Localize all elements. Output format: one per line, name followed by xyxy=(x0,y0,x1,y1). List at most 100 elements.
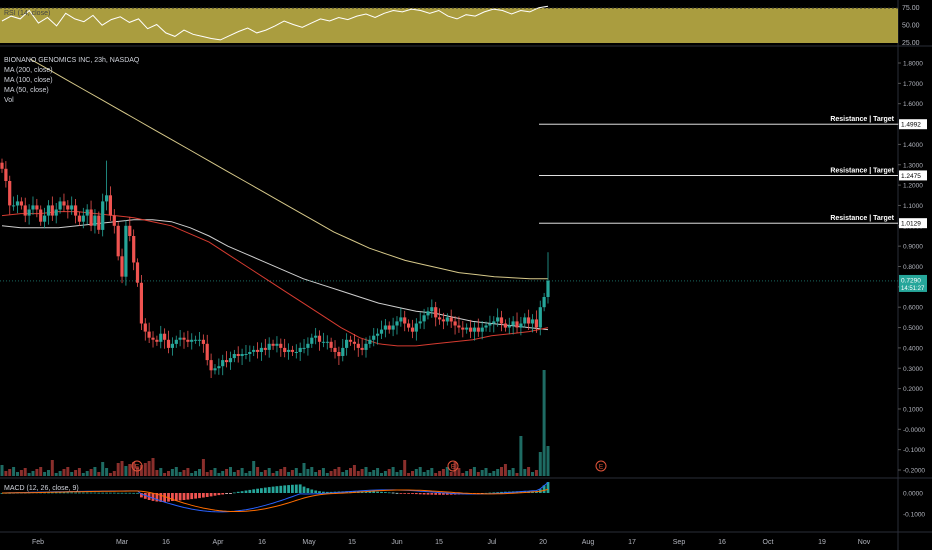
resistance-annotations[interactable]: Resistance | Target Resistance | Target Re… xyxy=(539,116,898,224)
time-axis[interactable]: Feb Mar 16 Apr 16 May 15 Jun 15 Jul 20 Aug 17 Sep 16 Oc… xyxy=(32,539,871,546)
volume-bar xyxy=(97,472,101,476)
candle-body xyxy=(77,215,81,222)
candle-body xyxy=(112,215,116,226)
macd-histogram-bar xyxy=(329,491,333,493)
candle-body xyxy=(19,201,23,206)
candle-body xyxy=(85,209,89,216)
earnings-marker-label: E xyxy=(451,464,456,471)
candle-body xyxy=(476,327,480,332)
candle-body xyxy=(248,352,252,354)
resistance-price-text: 1.4992 xyxy=(901,122,921,129)
volume-bar xyxy=(418,467,422,476)
macd-histogram-bar xyxy=(66,492,70,494)
macd-histogram-bar xyxy=(116,492,120,494)
volume-bar xyxy=(256,467,260,476)
legend-ma200[interactable]: MA (200, close) xyxy=(4,67,53,74)
macd-histogram-bar xyxy=(47,492,50,494)
volume-bar xyxy=(465,471,469,476)
candle-body xyxy=(472,327,476,332)
candle-body xyxy=(383,325,387,330)
candle-body xyxy=(492,321,496,324)
macd-histogram-bar xyxy=(426,493,430,495)
candle-body xyxy=(438,317,442,320)
candle-body xyxy=(271,343,275,346)
volume-bar xyxy=(449,472,453,476)
candle-body xyxy=(147,331,151,338)
macd-histogram-bar xyxy=(174,493,178,501)
last-price-badge xyxy=(899,274,927,292)
macd-histogram-bar xyxy=(85,492,89,494)
bar-countdown: 14:51:27 xyxy=(901,286,925,292)
candle-body xyxy=(108,195,112,216)
resistance-price-badge xyxy=(899,170,927,181)
macd-histogram-bar xyxy=(209,493,213,497)
volume-bar xyxy=(325,473,329,476)
candle-body xyxy=(39,209,43,222)
candle-body xyxy=(449,317,453,322)
volume-bar xyxy=(132,462,136,476)
volume-bars xyxy=(0,370,550,476)
macd-histogram-bar xyxy=(217,493,221,496)
candle-body xyxy=(166,339,171,348)
volume-bar xyxy=(23,468,27,476)
macd-histogram-bar xyxy=(97,492,101,494)
time-tick: 15 xyxy=(435,539,443,546)
candle-body xyxy=(182,337,186,340)
rsi-band xyxy=(0,8,898,43)
candle-body xyxy=(290,349,294,352)
earnings-marker[interactable] xyxy=(595,460,607,472)
volume-bar xyxy=(58,471,62,476)
macd-histogram-bar xyxy=(171,493,174,501)
candle-body xyxy=(325,341,329,343)
time-tick: 20 xyxy=(539,539,547,546)
time-tick: Apr xyxy=(213,539,225,546)
candle-body xyxy=(263,347,267,350)
candle-body xyxy=(128,225,132,236)
volume-bar xyxy=(380,473,383,476)
macd-histogram-bar xyxy=(54,492,58,494)
candle-body xyxy=(329,341,333,348)
candle-body xyxy=(244,354,248,355)
volume-bar xyxy=(283,467,287,476)
volume-bar xyxy=(492,471,496,476)
volume-bar xyxy=(372,470,376,476)
volume-bar xyxy=(364,467,368,476)
candle-body xyxy=(252,349,256,352)
macd-histogram-bar xyxy=(325,491,329,493)
macd-histogram-bar xyxy=(190,493,194,500)
volume-bar xyxy=(12,467,16,476)
price-axis[interactable]: 1.80001.70001.60001.50001.40001.30001.20… xyxy=(898,61,925,475)
time-tick: Oct xyxy=(763,539,774,546)
macd-histogram-bar xyxy=(225,493,228,494)
candle-body xyxy=(298,347,302,352)
volume-bar xyxy=(81,473,85,476)
volume-bar xyxy=(349,468,352,476)
volume-bar xyxy=(538,452,542,476)
legend-ma100[interactable]: MA (100, close) xyxy=(4,77,53,84)
volume-bar xyxy=(356,471,360,476)
legend-ma50[interactable]: MA (50, close) xyxy=(4,87,49,94)
macd-histogram-bar xyxy=(275,486,279,493)
macd-histogram-bar xyxy=(263,487,267,493)
earnings-marker[interactable] xyxy=(447,460,459,472)
resistance-price-text: 1.0129 xyxy=(901,221,921,228)
candle-body xyxy=(0,162,4,169)
volume-bar xyxy=(306,469,310,476)
macd-histogram-bar xyxy=(407,493,410,494)
price-pane[interactable]: Resistance | Target Resistance | Target Re… xyxy=(0,58,898,476)
volume-bar xyxy=(174,467,178,476)
volume-bar xyxy=(403,460,407,476)
macd-histogram-bar xyxy=(535,491,538,493)
legend-volume[interactable]: Vol xyxy=(4,97,14,104)
macd-histogram-bar xyxy=(70,492,74,494)
ma200-line xyxy=(29,58,548,280)
volume-bar xyxy=(139,465,143,476)
candle-body xyxy=(275,343,279,346)
candle-body xyxy=(511,321,515,326)
volume-bar xyxy=(136,467,139,476)
earnings-marker[interactable] xyxy=(131,460,143,472)
candle-body xyxy=(283,347,287,352)
candle-body xyxy=(391,325,395,330)
